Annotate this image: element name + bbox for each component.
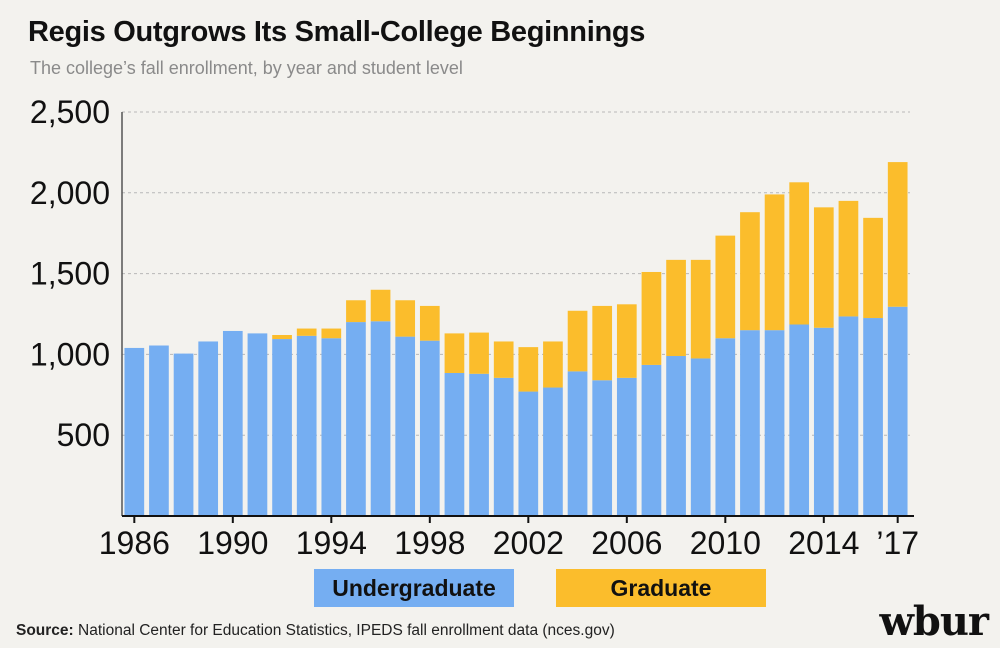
bar-undergraduate-2001 bbox=[493, 377, 514, 516]
bar-graduate-2012 bbox=[764, 194, 785, 331]
bar-undergraduate-1994 bbox=[321, 338, 342, 516]
bar-undergraduate-2007 bbox=[641, 364, 662, 516]
bar-graduate-1996 bbox=[370, 289, 391, 322]
bar-graduate-2011 bbox=[740, 212, 760, 331]
bar-undergraduate-1991 bbox=[247, 333, 268, 516]
bar-undergraduate-2008 bbox=[666, 356, 686, 516]
axes: 500 1,000 1,500 2,000 2,500 1986 1990 1994 1998 2… bbox=[30, 94, 919, 561]
y-tick-label: 500 bbox=[57, 417, 110, 453]
bar-undergraduate-1992 bbox=[272, 339, 292, 516]
bar-graduate-2000 bbox=[469, 332, 489, 374]
bar-undergraduate-1999 bbox=[444, 372, 465, 516]
bar-graduate-2006 bbox=[616, 304, 637, 378]
bar-undergraduate-1988 bbox=[173, 353, 194, 516]
bar-graduate-1999 bbox=[444, 333, 465, 373]
bar-undergraduate-1996 bbox=[370, 321, 391, 516]
y-tick-label: 2,000 bbox=[30, 175, 110, 211]
bar-graduate-2015 bbox=[838, 200, 859, 317]
bar-undergraduate-2013 bbox=[789, 324, 810, 516]
x-tick-label: 2014 bbox=[788, 525, 859, 561]
source-label: Source: bbox=[16, 622, 74, 639]
bar-graduate-1998 bbox=[419, 305, 440, 341]
bar-undergraduate-2003 bbox=[543, 387, 563, 516]
bar-graduate-1992 bbox=[272, 335, 292, 340]
bar-graduate-2007 bbox=[641, 271, 662, 365]
y-tick-label: 1,000 bbox=[30, 336, 110, 372]
wbur-logo: wbur bbox=[879, 598, 989, 645]
bar-undergraduate-1987 bbox=[149, 345, 169, 516]
bar-undergraduate-2004 bbox=[567, 371, 588, 516]
bar-graduate-2005 bbox=[592, 305, 613, 381]
bar-undergraduate-2009 bbox=[690, 358, 711, 516]
x-tick-label: 1986 bbox=[99, 525, 170, 561]
bars bbox=[124, 162, 908, 516]
bar-graduate-2008 bbox=[666, 259, 686, 357]
bar-graduate-2017 bbox=[887, 162, 908, 307]
x-tick-label: 2010 bbox=[690, 525, 761, 561]
bar-graduate-2001 bbox=[493, 341, 514, 378]
bar-undergraduate-2015 bbox=[838, 316, 859, 516]
bar-undergraduate-2002 bbox=[518, 391, 539, 516]
bar-undergraduate-1990 bbox=[222, 330, 243, 516]
bar-graduate-2002 bbox=[518, 347, 539, 392]
bar-graduate-2016 bbox=[863, 217, 883, 319]
bar-undergraduate-2016 bbox=[863, 318, 883, 516]
chart-title: Regis Outgrows Its Small-College Beginni… bbox=[28, 16, 646, 48]
bar-graduate-2013 bbox=[789, 182, 810, 325]
bar-graduate-2009 bbox=[690, 259, 711, 359]
x-tick-label: 1990 bbox=[197, 525, 268, 561]
y-tick-label: 2,500 bbox=[30, 94, 110, 130]
bar-undergraduate-1995 bbox=[346, 322, 366, 516]
bar-undergraduate-1997 bbox=[395, 336, 416, 516]
bar-graduate-1997 bbox=[395, 300, 416, 337]
bar-undergraduate-2000 bbox=[469, 373, 489, 516]
y-tick-label: 1,500 bbox=[30, 256, 110, 292]
legend-graduate: Graduate bbox=[556, 569, 766, 607]
bar-undergraduate-1993 bbox=[296, 335, 317, 516]
bar-graduate-2004 bbox=[567, 310, 588, 372]
bar-undergraduate-2006 bbox=[616, 377, 637, 516]
x-tick-label: 1994 bbox=[296, 525, 367, 561]
bar-graduate-2003 bbox=[543, 341, 563, 388]
bar-graduate-1995 bbox=[346, 300, 366, 323]
bar-undergraduate-2010 bbox=[715, 338, 736, 516]
source-note: Source: National Center for Education St… bbox=[16, 622, 615, 640]
legend-undergraduate: Undergraduate bbox=[314, 569, 514, 607]
bar-undergraduate-2014 bbox=[813, 327, 834, 516]
bar-undergraduate-2005 bbox=[592, 380, 613, 516]
bar-undergraduate-2011 bbox=[740, 330, 760, 516]
bar-undergraduate-1989 bbox=[198, 341, 219, 516]
bar-graduate-1993 bbox=[296, 328, 317, 336]
bar-undergraduate-1998 bbox=[419, 340, 440, 516]
bar-graduate-2014 bbox=[813, 207, 834, 328]
bar-graduate-1994 bbox=[321, 328, 342, 339]
x-tick-label: 1998 bbox=[394, 525, 465, 561]
bar-graduate-2010 bbox=[715, 235, 736, 339]
bar-undergraduate-2017 bbox=[887, 306, 908, 516]
x-tick-label: 2002 bbox=[493, 525, 564, 561]
chart-subtitle: The college’s fall enrollment, by year a… bbox=[30, 58, 463, 78]
x-tick-label: 2006 bbox=[591, 525, 662, 561]
bar-undergraduate-2012 bbox=[764, 330, 785, 516]
source-text: National Center for Education Statistics… bbox=[78, 622, 615, 639]
x-tick-label: ’17 bbox=[876, 525, 919, 561]
bar-undergraduate-1986 bbox=[124, 347, 145, 516]
